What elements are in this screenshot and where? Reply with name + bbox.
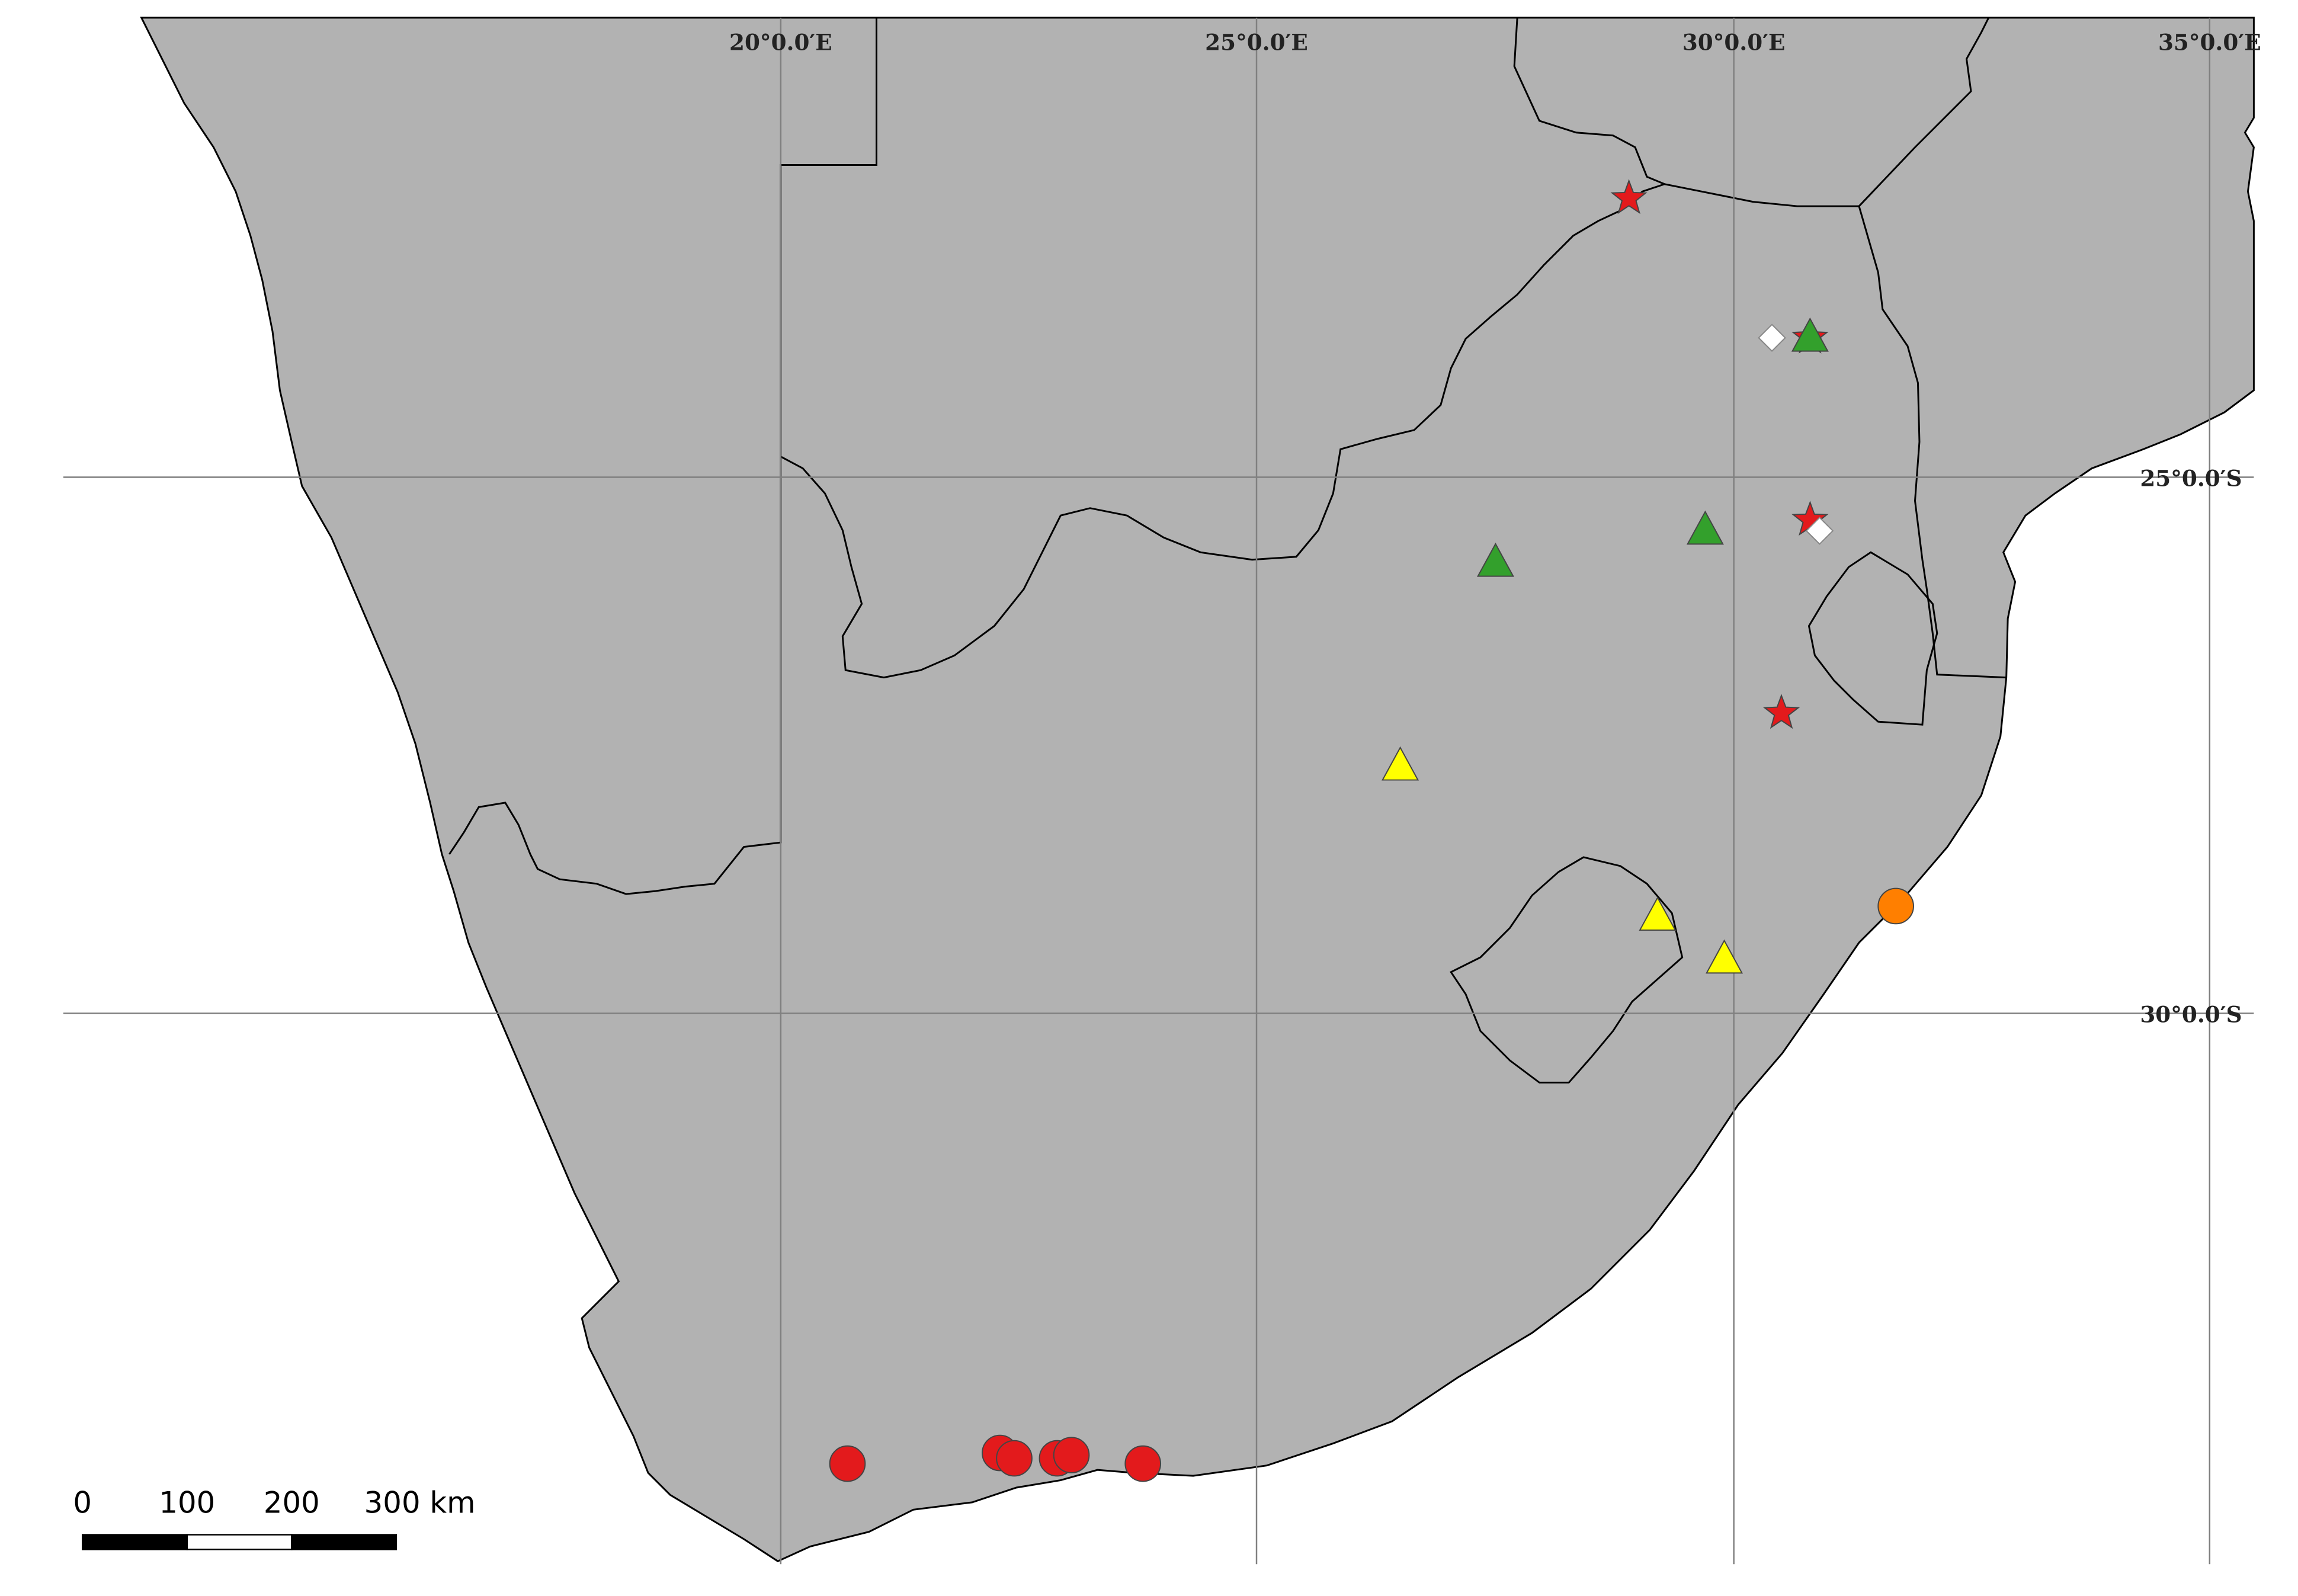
- border-namibia-southafrica: [448, 456, 782, 895]
- lat-label-30: 30°0.0′S: [2140, 1001, 2242, 1027]
- marker-red-star-1[interactable]: [1610, 179, 1648, 214]
- marker-green-triangle-3[interactable]: [1791, 317, 1829, 352]
- marker-red-circle-14[interactable]: [829, 1445, 866, 1482]
- border-zimbabwe-north: [1513, 17, 1665, 185]
- marker-white-diamond-4[interactable]: [1758, 323, 1786, 352]
- scale-segment-3: [291, 1534, 398, 1550]
- lon-label-30: 30°0.0′E: [1682, 30, 1786, 56]
- marker-red-circle-18[interactable]: [1053, 1437, 1090, 1473]
- lon-label-25: 25°0.0′E: [1205, 30, 1308, 56]
- scale-segment-1: [82, 1534, 188, 1550]
- graticule-layer: [63, 17, 2254, 1565]
- border-zimbabwe-mozambique: [1858, 17, 1990, 207]
- marker-red-star-9[interactable]: [1762, 694, 1800, 729]
- border-eswatini: [1807, 551, 1938, 726]
- scale-bar: 0 100 200 300 km: [73, 1485, 476, 1550]
- land-layer: [140, 17, 2255, 1563]
- border-botswana-southafrica: [780, 183, 1860, 679]
- land-mass: [140, 17, 2255, 1563]
- markers-layer: [829, 179, 1914, 1482]
- scale-label-200: 200: [264, 1485, 320, 1520]
- scale-segment-2: [186, 1534, 293, 1550]
- graticule-labels: 20°0.0′E 25°0.0′E 30°0.0′E 35°0.0′E 25°0…: [729, 30, 2261, 1028]
- scale-label-0: 0: [73, 1485, 92, 1520]
- lon-label-35: 35°0.0′E: [2158, 30, 2261, 56]
- lon-label-20: 20°0.0′E: [729, 30, 832, 56]
- scale-label-300: 300 km: [364, 1485, 476, 1520]
- marker-yellow-triangle-10[interactable]: [1382, 746, 1419, 781]
- marker-green-triangle-8[interactable]: [1476, 542, 1514, 577]
- marker-white-diamond-6[interactable]: [1805, 517, 1834, 545]
- lat-label-25: 25°0.0′S: [2140, 465, 2242, 491]
- marker-orange-circle-13[interactable]: [1877, 887, 1914, 925]
- marker-green-triangle-7[interactable]: [1686, 510, 1724, 545]
- marker-red-circle-19[interactable]: [1124, 1445, 1162, 1482]
- marker-red-circle-16[interactable]: [996, 1440, 1033, 1477]
- border-mozambique-southafrica: [1858, 206, 2007, 679]
- marker-yellow-triangle-11[interactable]: [1639, 896, 1677, 931]
- border-lesotho: [1450, 856, 1684, 1084]
- marker-yellow-triangle-12[interactable]: [1706, 939, 1743, 974]
- scale-label-100: 100: [159, 1485, 215, 1520]
